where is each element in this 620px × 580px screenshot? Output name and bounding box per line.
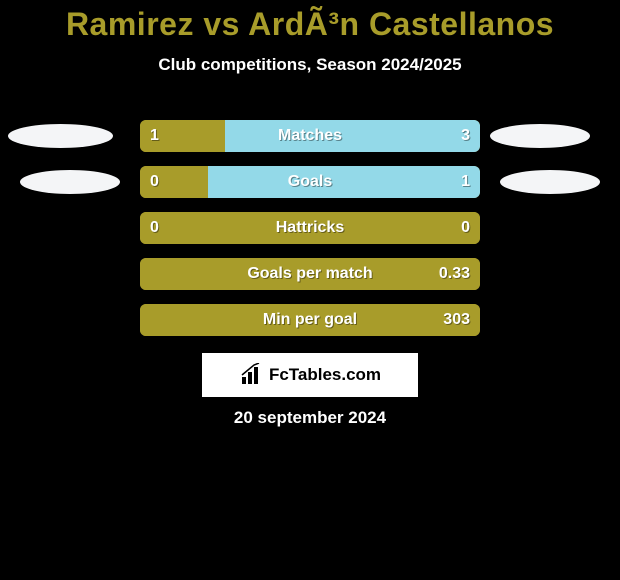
brand-text: FcTables.com xyxy=(269,365,381,385)
stat-label: Goals per match xyxy=(140,265,480,283)
stat-value-right: 3 xyxy=(461,127,470,145)
player-ellipse-right xyxy=(500,170,600,194)
stat-row: Goals0 1 xyxy=(0,166,620,198)
stat-label: Matches xyxy=(140,127,480,145)
stat-bar: Goals0 1 xyxy=(140,166,480,198)
player-ellipse-right xyxy=(490,124,590,148)
stat-bar: Min per goal303 xyxy=(140,304,480,336)
brand-badge: FcTables.com xyxy=(202,353,418,397)
stat-row: Goals per match0.33 xyxy=(0,258,620,290)
stat-bar: Matches1 3 xyxy=(140,120,480,152)
stat-value-right: 0.33 xyxy=(439,265,470,283)
stat-label: Min per goal xyxy=(140,311,480,329)
stat-row: Min per goal303 xyxy=(0,304,620,336)
player-ellipse-left xyxy=(8,124,113,148)
stat-rows: Matches13Goals01Hattricks00Goals per mat… xyxy=(0,120,620,350)
stat-bar: Hattricks0 0 xyxy=(140,212,480,244)
stat-row: Matches1 3 xyxy=(0,120,620,152)
comparison-infographic: Ramirez vs ArdÃ³n Castellanos Club compe… xyxy=(0,0,620,580)
stat-value-right: 303 xyxy=(443,311,470,329)
stat-value-left: 0 xyxy=(150,173,159,191)
stat-value-left: 1 xyxy=(150,127,159,145)
stat-value-right: 0 xyxy=(461,219,470,237)
page-title: Ramirez vs ArdÃ³n Castellanos xyxy=(0,0,620,43)
stat-value-left: 0 xyxy=(150,219,159,237)
date-line: 20 september 2024 xyxy=(0,408,620,428)
page-subtitle: Club competitions, Season 2024/2025 xyxy=(0,55,620,75)
stat-value-right: 1 xyxy=(461,173,470,191)
stat-label: Hattricks xyxy=(140,219,480,237)
bar-chart-icon xyxy=(239,363,263,387)
player-ellipse-left xyxy=(20,170,120,194)
stat-row: Hattricks0 0 xyxy=(0,212,620,244)
stat-label: Goals xyxy=(140,173,480,191)
stat-bar: Goals per match0.33 xyxy=(140,258,480,290)
